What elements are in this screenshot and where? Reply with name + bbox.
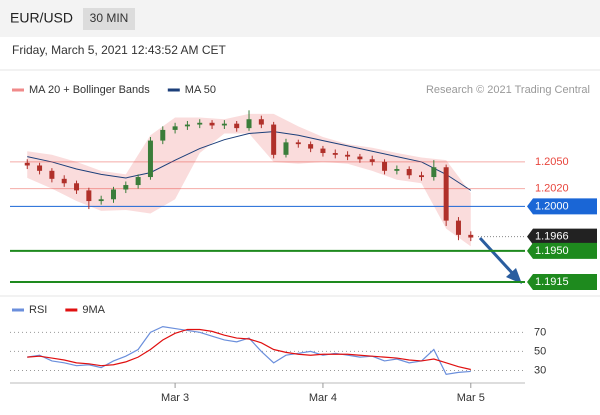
candle-body — [345, 154, 351, 157]
legend-swatch — [65, 308, 78, 312]
candle-body — [160, 129, 166, 141]
candle-body — [197, 122, 203, 125]
level-label: 1.1915 — [535, 276, 569, 288]
timestamp: Friday, March 5, 2021 12:43:52 AM CET — [12, 43, 227, 57]
arrow — [478, 236, 517, 278]
candle-body — [419, 175, 425, 178]
candle-body — [74, 183, 80, 191]
bollinger-band — [27, 113, 471, 247]
interval[interactable]: 30 MIN — [90, 11, 129, 25]
y-tick-label: 30 — [534, 364, 546, 376]
candle-body — [431, 167, 437, 178]
candle-body — [234, 123, 240, 129]
candle-body — [123, 185, 129, 190]
candle-body — [98, 199, 104, 202]
level-label: 1.1950 — [535, 245, 569, 257]
candle-body — [209, 122, 215, 126]
level-label: 1.2020 — [535, 183, 569, 195]
level-box — [527, 228, 597, 245]
legend-swatch — [167, 88, 180, 92]
candle-body — [61, 178, 67, 184]
rsi-line — [27, 326, 471, 375]
candle-body — [308, 144, 314, 149]
arrow-head — [506, 268, 522, 284]
level-label: 1.1966 — [535, 231, 569, 243]
candle-body — [147, 140, 153, 178]
candle-body — [468, 234, 474, 238]
candle-body — [221, 123, 227, 126]
legend-label: RSI — [29, 304, 47, 316]
credit: Research © 2021 Trading Central — [426, 84, 590, 96]
candle-body — [394, 169, 400, 171]
candle-body — [37, 165, 43, 171]
candle-body — [320, 148, 326, 154]
level-label: 1.2000 — [535, 200, 569, 212]
candle-body — [271, 124, 277, 155]
legend-swatch — [12, 88, 24, 92]
y-tick-label: 50 — [534, 345, 546, 357]
ma-line — [27, 131, 472, 191]
level-box — [527, 242, 597, 259]
y-tick-label: 70 — [534, 326, 546, 338]
candle-body — [184, 124, 190, 127]
candle-body — [406, 169, 412, 176]
x-tick-label: Mar 4 — [309, 392, 337, 404]
legend-swatch — [12, 308, 24, 312]
interval-box[interactable] — [83, 8, 135, 30]
level-box — [527, 273, 597, 290]
rsi-line — [27, 328, 471, 371]
level-label: 1.2050 — [535, 156, 569, 168]
candle-body — [295, 142, 301, 145]
legend-label: MA 50 — [185, 84, 216, 96]
candle-body — [332, 153, 338, 155]
candle-body — [443, 167, 449, 221]
candle-body — [369, 159, 375, 162]
candle-body — [86, 190, 92, 202]
legend-label: 9MA — [82, 304, 105, 316]
candle-body — [246, 119, 252, 129]
candle-body — [24, 162, 30, 166]
x-tick-label: Mar 3 — [161, 392, 189, 404]
candle-body — [258, 119, 264, 125]
candle-body — [49, 170, 55, 179]
symbol: EUR/USD — [10, 10, 73, 26]
candle-body — [283, 142, 289, 155]
candle-body — [135, 177, 141, 186]
candle-body — [110, 189, 116, 200]
x-tick-label: Mar 5 — [457, 392, 485, 404]
candle-body — [172, 126, 178, 130]
candle-body — [382, 161, 388, 171]
legend-label: MA 20 + Bollinger Bands — [29, 84, 150, 96]
level-box — [527, 198, 597, 215]
candle-body — [455, 220, 461, 235]
candle-body — [357, 156, 363, 160]
